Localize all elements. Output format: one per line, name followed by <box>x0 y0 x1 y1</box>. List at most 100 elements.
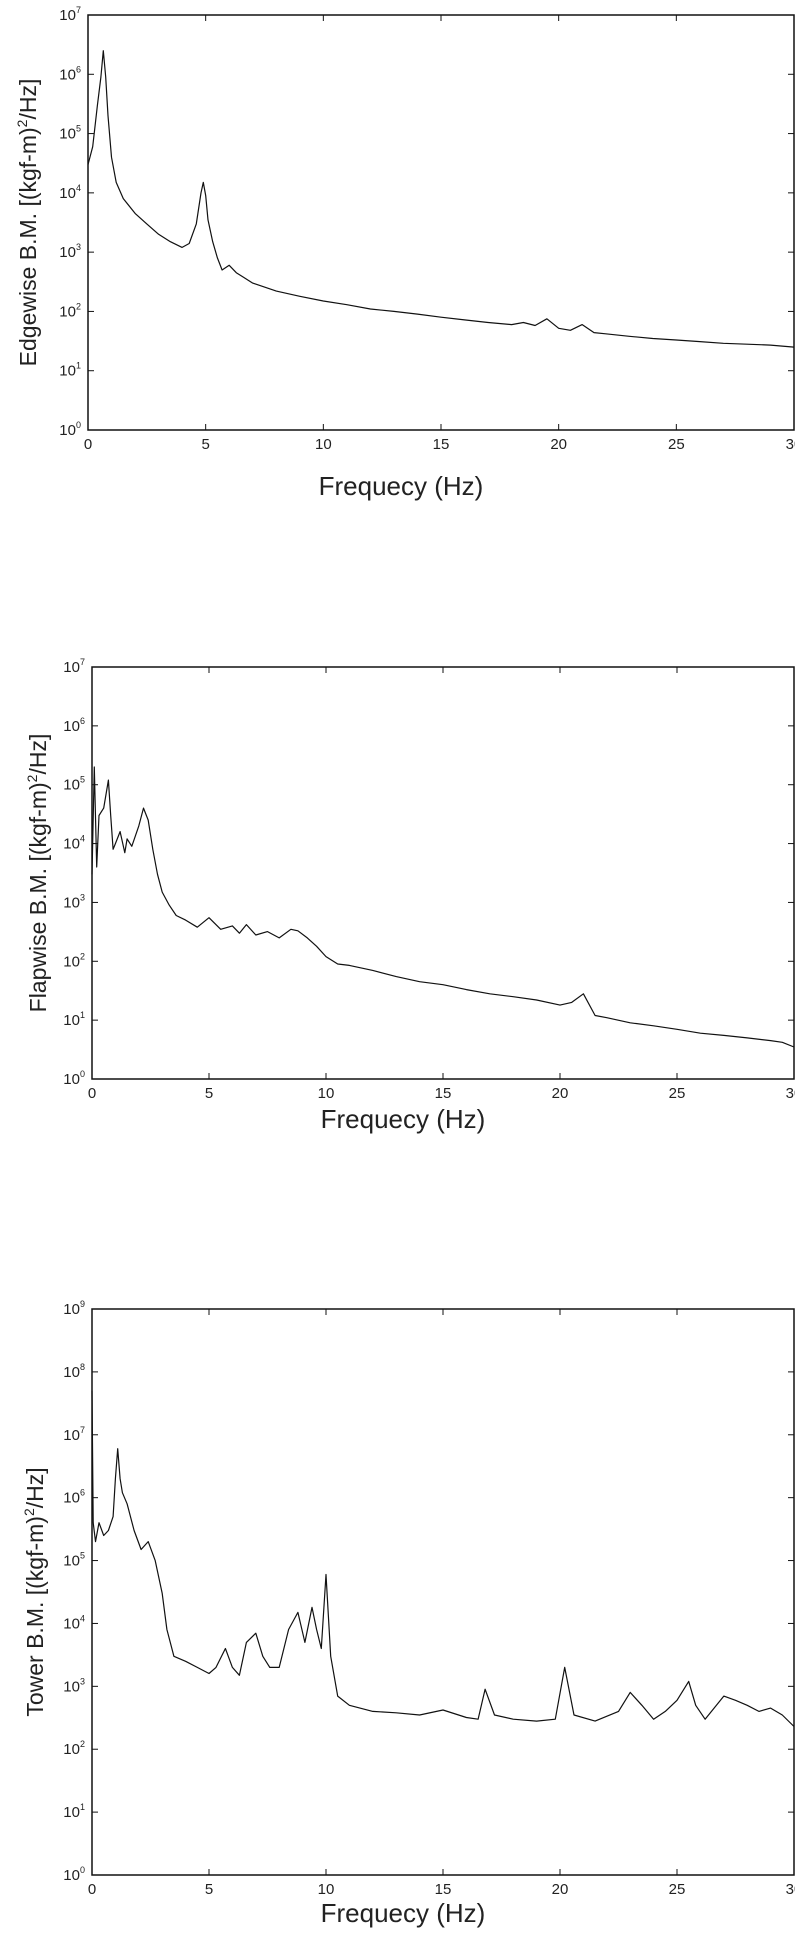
x-tick-label: 30 <box>786 436 795 453</box>
y-tick-base: 10 <box>63 718 80 735</box>
y-tick-exponent: 1 <box>76 361 81 371</box>
y-tick-exponent: 3 <box>76 242 81 252</box>
y-tick-exponent: 7 <box>80 657 85 667</box>
y-tick-label: 106 <box>59 64 81 83</box>
y-tick-exponent: 7 <box>80 1425 85 1435</box>
x-tick-label: 20 <box>552 1085 569 1102</box>
x-tick-label: 25 <box>669 1085 686 1102</box>
x-tick-label: 15 <box>433 436 450 453</box>
y-tick-label: 106 <box>63 716 85 735</box>
y-tick-label: 107 <box>63 657 85 676</box>
y-axis-label-pre: Edgewise B.M. [(kgf-m) <box>15 127 41 366</box>
y-tick-label: 101 <box>63 1802 85 1821</box>
y-tick-base: 10 <box>63 1364 80 1381</box>
y-tick-label: 101 <box>59 361 81 380</box>
y-tick-base: 10 <box>63 1012 80 1029</box>
y-tick-exponent: 3 <box>80 892 85 902</box>
y-tick-label: 108 <box>63 1362 85 1381</box>
y-tick-base: 10 <box>63 953 80 970</box>
y-tick-base: 10 <box>59 126 76 143</box>
y-tick-base: 10 <box>63 1490 80 1507</box>
y-tick-exponent: 1 <box>80 1010 85 1020</box>
x-tick-label: 5 <box>201 436 209 453</box>
y-axis-label-post: /Hz] <box>15 79 41 120</box>
edgewise-series-line <box>87 50 795 348</box>
y-tick-exponent: 9 <box>80 1299 85 1309</box>
y-tick-label: 101 <box>63 1010 85 1029</box>
y-tick-base: 10 <box>59 244 76 261</box>
y-tick-label: 109 <box>63 1299 85 1318</box>
y-axis-label-post: /Hz] <box>25 734 51 775</box>
y-tick-exponent: 5 <box>76 124 81 134</box>
x-tick-label: 15 <box>435 1881 452 1898</box>
x-tick-label: 30 <box>786 1085 795 1102</box>
x-tick-label: 10 <box>315 436 332 453</box>
y-axis-label-sup: 2 <box>21 1508 37 1516</box>
x-tick-label: 0 <box>88 1881 96 1898</box>
y-tick-exponent: 6 <box>76 64 81 74</box>
y-tick-base: 10 <box>63 1427 80 1444</box>
y-tick-base: 10 <box>63 1804 80 1821</box>
plot-frame <box>91 666 795 1080</box>
x-tick-label: 25 <box>668 436 685 453</box>
y-tick-base: 10 <box>59 363 76 380</box>
y-tick-exponent: 8 <box>80 1362 85 1372</box>
x-tick-label: 10 <box>318 1085 335 1102</box>
y-tick-label: 104 <box>63 834 85 853</box>
y-tick-base: 10 <box>59 185 76 202</box>
y-tick-base: 10 <box>63 1615 80 1632</box>
y-tick-base: 10 <box>63 1071 80 1088</box>
y-tick-label: 102 <box>63 951 85 970</box>
y-tick-label: 103 <box>63 1676 85 1695</box>
y-tick-exponent: 4 <box>80 834 85 844</box>
x-tick-label: 20 <box>552 1881 569 1898</box>
y-tick-exponent: 2 <box>76 301 81 311</box>
y-tick-label: 107 <box>59 5 81 24</box>
y-tick-base: 10 <box>63 659 80 676</box>
y-tick-label: 107 <box>63 1425 85 1444</box>
y-tick-exponent: 3 <box>80 1676 85 1686</box>
x-tick-label: 5 <box>205 1881 213 1898</box>
y-axis-label-sup: 2 <box>24 774 40 782</box>
y-tick-base: 10 <box>63 894 80 911</box>
y-axis-label-sup: 2 <box>14 119 30 127</box>
y-axis-label-pre: Tower B.M. [(kgf-m) <box>22 1516 48 1717</box>
y-tick-label: 105 <box>63 1551 85 1570</box>
y-tick-base: 10 <box>59 303 76 320</box>
y-tick-exponent: 5 <box>80 1551 85 1561</box>
y-tick-label: 106 <box>63 1488 85 1507</box>
y-tick-base: 10 <box>63 1553 80 1570</box>
x-axis-label: Frequecy (Hz) <box>321 1104 486 1134</box>
y-tick-exponent: 7 <box>76 5 81 15</box>
y-axis-label: Flapwise B.M. [(kgf-m)2/Hz] <box>24 734 51 1013</box>
plot-frame <box>87 14 795 431</box>
y-tick-base: 10 <box>63 1741 80 1758</box>
y-tick-base: 10 <box>63 777 80 794</box>
x-tick-label: 15 <box>435 1085 452 1102</box>
y-tick-label: 100 <box>63 1865 85 1884</box>
y-tick-exponent: 0 <box>76 420 81 430</box>
y-tick-label: 103 <box>63 892 85 911</box>
x-axis-label: Frequecy (Hz) <box>319 471 484 501</box>
y-tick-exponent: 6 <box>80 716 85 726</box>
y-tick-label: 102 <box>59 301 81 320</box>
y-tick-exponent: 4 <box>80 1613 85 1623</box>
y-tick-base: 10 <box>63 1678 80 1695</box>
y-tick-exponent: 0 <box>80 1069 85 1079</box>
x-tick-label: 30 <box>786 1881 795 1898</box>
y-tick-exponent: 0 <box>80 1865 85 1875</box>
x-tick-label: 25 <box>669 1881 686 1898</box>
y-tick-exponent: 6 <box>80 1488 85 1498</box>
y-tick-exponent: 5 <box>80 775 85 785</box>
y-axis-label-pre: Flapwise B.M. [(kgf-m) <box>25 782 51 1012</box>
x-tick-label: 0 <box>88 1085 96 1102</box>
x-tick-label: 10 <box>318 1881 335 1898</box>
y-tick-label: 104 <box>63 1613 85 1632</box>
y-tick-label: 104 <box>59 183 81 202</box>
y-tick-base: 10 <box>63 1867 80 1884</box>
y-tick-base: 10 <box>59 7 76 24</box>
x-tick-label: 5 <box>205 1085 213 1102</box>
tower-chart: 051015202530 100101102103104105106107108… <box>21 1299 795 1928</box>
